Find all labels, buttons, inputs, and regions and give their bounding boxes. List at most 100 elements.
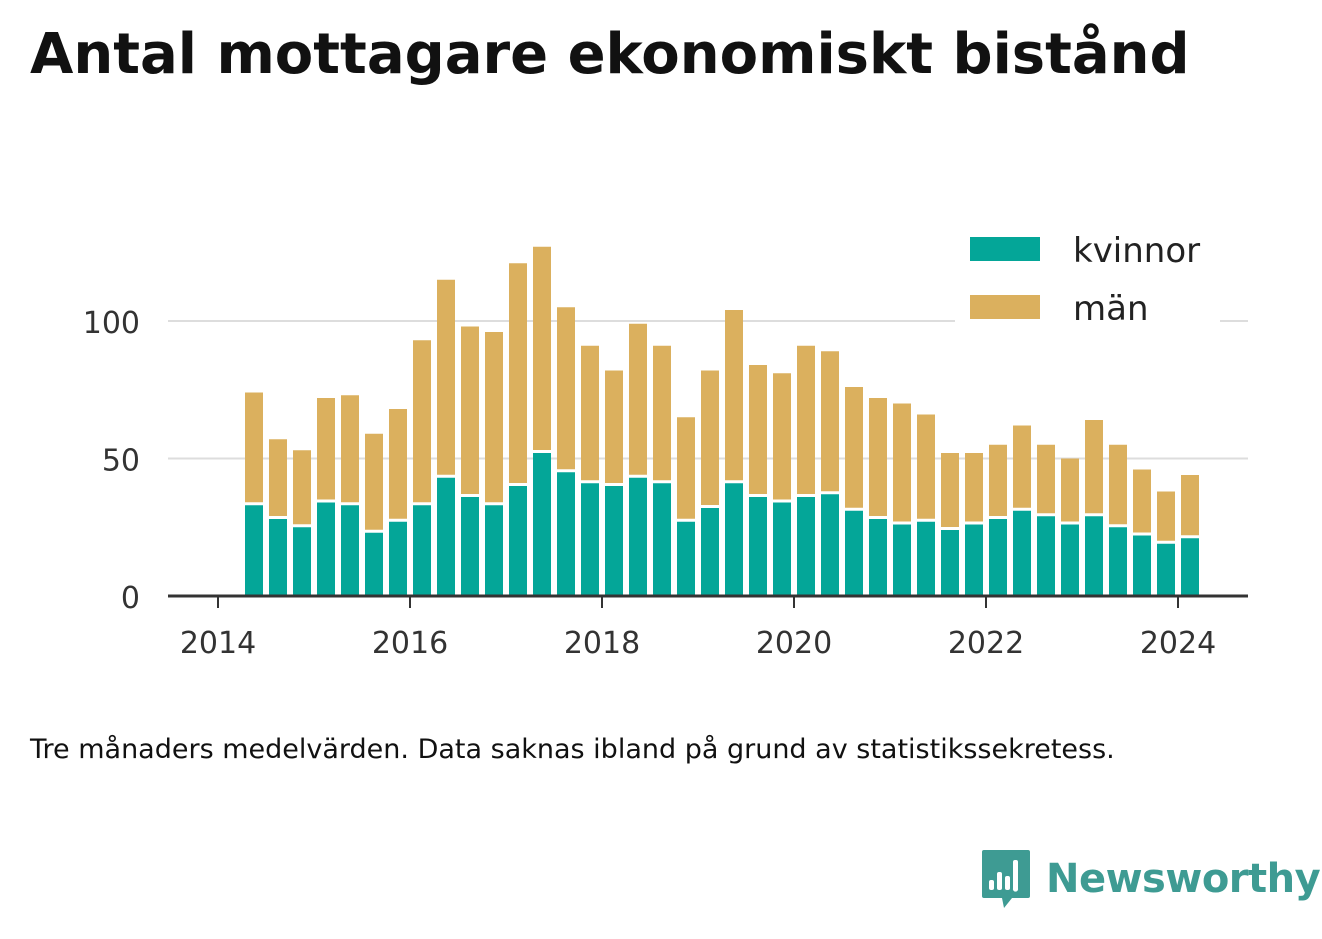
bar-man (941, 453, 959, 527)
bar-kvinnor (989, 519, 1007, 596)
bar-kvinnor (1109, 527, 1127, 596)
bar-kvinnor (701, 508, 719, 596)
bar-kvinnor (1133, 535, 1151, 596)
bar-man (869, 398, 887, 516)
bar-kvinnor (653, 483, 671, 596)
stacked-bar-chart: 0 50 100 2014 2016 2018 2020 2022 2024 kvinnor mä… (82, 225, 1248, 661)
bar-man (917, 414, 935, 519)
bar-kvinnor (605, 486, 623, 596)
bar-man (629, 323, 647, 475)
bar-man (797, 345, 815, 494)
brand-logo: Newsworthy (980, 848, 1321, 910)
bar-man (725, 310, 743, 481)
legend-label-kvinnor: kvinnor (1073, 231, 1200, 271)
bar-man (773, 373, 791, 500)
bar-man (1109, 444, 1127, 525)
bar-man (365, 433, 383, 530)
bar-man (965, 453, 983, 522)
bar-man (485, 332, 503, 503)
bar-kvinnor (773, 502, 791, 596)
bar-chart-speech-bubble-icon (982, 850, 1030, 908)
bar-kvinnor (509, 486, 527, 596)
bar-kvinnor (1085, 516, 1103, 596)
bar-kvinnor (749, 497, 767, 596)
bar-man (317, 398, 335, 500)
bar-kvinnor (677, 521, 695, 596)
bar-man (413, 340, 431, 503)
bar-man (389, 409, 407, 519)
bar-man (293, 450, 311, 525)
bar-man (1181, 475, 1199, 536)
bar-man (821, 351, 839, 492)
bar-man (437, 279, 455, 475)
y-tick-label: 100 (83, 306, 140, 341)
y-tick-label: 0 (121, 581, 140, 616)
bar-man (1157, 491, 1175, 541)
legend-swatch-man (970, 295, 1040, 319)
x-tick-label: 2024 (1140, 626, 1216, 661)
bar-kvinnor (821, 494, 839, 596)
bar-kvinnor (797, 497, 815, 596)
x-tick-label: 2016 (372, 626, 448, 661)
bars (245, 246, 1199, 596)
bar-kvinnor (413, 505, 431, 596)
x-tick-label: 2018 (564, 626, 640, 661)
bar-kvinnor (461, 497, 479, 596)
bar-kvinnor (581, 483, 599, 596)
bar-kvinnor (317, 502, 335, 596)
bar-man (1013, 425, 1031, 508)
bar-kvinnor (1037, 516, 1055, 596)
bar-man (1133, 469, 1151, 533)
legend-swatch-kvinnor (970, 237, 1040, 261)
footnote: Tre månaders medelvärden. Data saknas ib… (30, 734, 1115, 765)
bar-kvinnor (917, 521, 935, 596)
bar-man (341, 395, 359, 503)
page-title: Antal mottagare ekonomiskt bistånd (30, 22, 1190, 87)
bar-kvinnor (845, 510, 863, 596)
bar-kvinnor (485, 505, 503, 596)
bar-man (1037, 444, 1055, 514)
bar-kvinnor (629, 477, 647, 596)
bar-man (989, 444, 1007, 516)
bar-kvinnor (941, 530, 959, 596)
bar-man (677, 417, 695, 519)
bar-man (1061, 458, 1079, 522)
bar-man (845, 387, 863, 508)
x-tick-label: 2014 (180, 626, 256, 661)
bar-kvinnor (389, 521, 407, 596)
x-tick-label: 2020 (756, 626, 832, 661)
bar-man (605, 370, 623, 483)
bar-kvinnor (1181, 538, 1199, 596)
bar-kvinnor (557, 472, 575, 596)
legend: kvinnor män (955, 225, 1220, 329)
bar-man (1085, 420, 1103, 514)
bar-man (701, 370, 719, 505)
bar-kvinnor (245, 505, 263, 596)
bar-man (245, 392, 263, 503)
bar-man (749, 365, 767, 494)
bar-kvinnor (893, 524, 911, 596)
bar-man (509, 263, 527, 483)
legend-label-man: män (1073, 289, 1149, 329)
x-tick-label: 2022 (948, 626, 1024, 661)
bar-kvinnor (437, 477, 455, 596)
bar-kvinnor (293, 527, 311, 596)
y-tick-label: 50 (102, 444, 140, 479)
bar-kvinnor (365, 532, 383, 596)
bar-kvinnor (269, 519, 287, 596)
bar-kvinnor (965, 524, 983, 596)
bar-man (533, 246, 551, 450)
bar-man (269, 439, 287, 516)
bar-kvinnor (1013, 510, 1031, 596)
axes: 0 50 100 2014 2016 2018 2020 2022 2024 (83, 306, 1248, 661)
bar-man (461, 326, 479, 494)
bar-kvinnor (533, 453, 551, 596)
bar-kvinnor (1157, 543, 1175, 596)
bar-man (581, 345, 599, 481)
bar-kvinnor (725, 483, 743, 596)
bar-kvinnor (1061, 524, 1079, 596)
bar-man (653, 345, 671, 481)
brand-name: Newsworthy (1046, 856, 1321, 902)
bar-man (557, 307, 575, 470)
bar-kvinnor (869, 519, 887, 596)
